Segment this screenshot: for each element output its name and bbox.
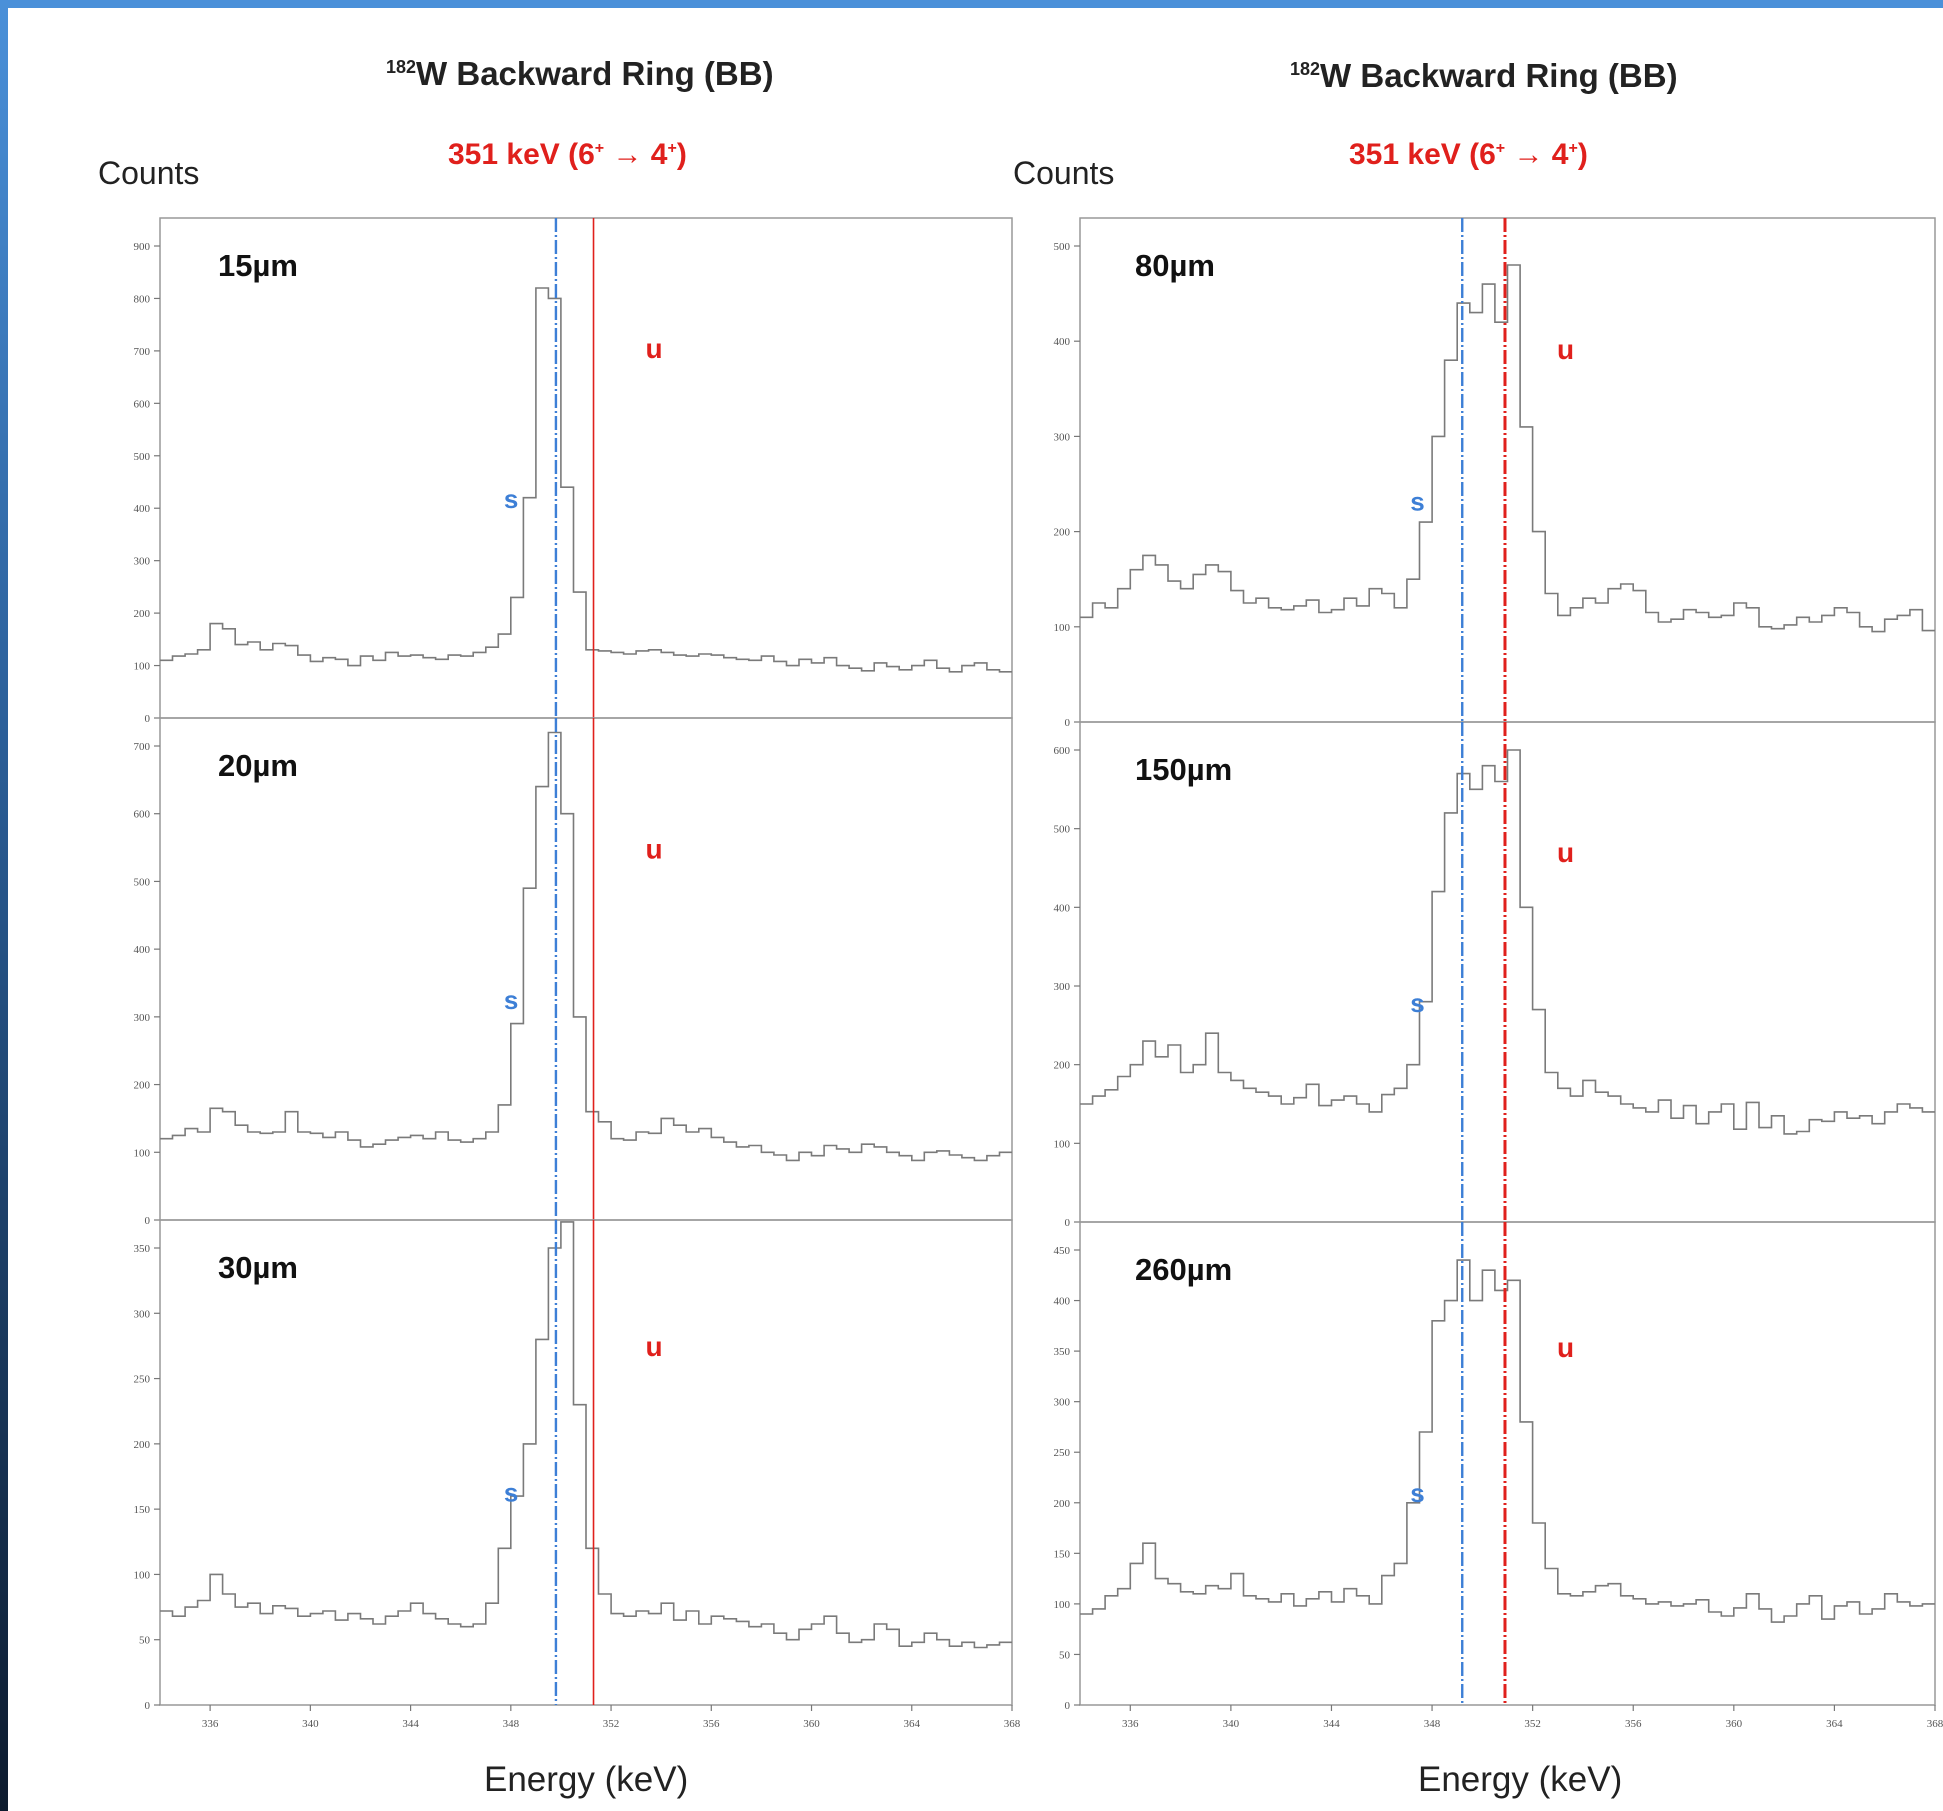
y-tick-label: 400 [1054,1296,1071,1308]
y-tick-label: 0 [1065,1700,1071,1712]
x-tick-label: 348 [1424,1718,1441,1730]
y-tick-label: 200 [1054,527,1071,539]
unshifted-label: u [646,834,663,865]
x-tick-label: 344 [1323,1718,1340,1730]
unshifted-label: u [646,1331,663,1362]
panel-150µm-spectrum [1080,750,1935,1134]
panel-thickness-label: 15µm [218,248,298,283]
y-tick-label: 700 [134,741,151,753]
shifted-label: s [504,985,518,1015]
y-tick-label: 250 [134,1374,151,1386]
y-tick-label: 300 [134,1308,151,1320]
y-tick-label: 250 [1054,1447,1071,1459]
y-tick-label: 900 [134,241,151,253]
y-tick-label: 0 [145,713,151,725]
x-tick-label: 360 [803,1718,820,1730]
x-tick-label: 348 [503,1718,520,1730]
y-tick-label: 300 [134,556,151,568]
panel-thickness-label: 20µm [218,748,298,783]
y-tick-label: 100 [134,1569,151,1581]
y-tick-label: 200 [1054,1060,1071,1072]
y-tick-label: 200 [1054,1498,1071,1510]
y-tick-label: 500 [1054,241,1071,253]
y-tick-label: 200 [134,1080,151,1092]
x-tick-label: 368 [1004,1718,1021,1730]
panel-20µm-spectrum [160,733,1012,1161]
y-tick-label: 300 [134,1012,151,1024]
y-tick-label: 400 [134,944,151,956]
x-tick-label: 364 [1826,1718,1843,1730]
y-tick-label: 450 [1054,1245,1071,1257]
y-tick-label: 800 [134,293,151,305]
x-tick-label: 340 [1223,1718,1240,1730]
y-tick-label: 600 [1054,745,1071,757]
y-tick-label: 200 [134,608,151,620]
panel-20µm-frame [160,718,1012,1220]
shifted-label: s [1410,1478,1424,1508]
y-tick-label: 500 [134,451,151,463]
x-tick-label: 368 [1927,1718,1943,1730]
y-tick-label: 100 [134,661,151,673]
y-tick-label: 400 [1054,902,1071,914]
shifted-label: s [1410,988,1424,1018]
y-tick-label: 400 [1054,336,1071,348]
y-tick-label: 100 [1054,622,1071,634]
x-tick-label: 356 [703,1718,720,1730]
unshifted-label: u [1557,837,1574,868]
panel-thickness-label: 80µm [1135,248,1215,283]
y-tick-label: 100 [1054,1138,1071,1150]
x-tick-label: 344 [402,1718,419,1730]
panel-thickness-label: 260µm [1135,1252,1232,1287]
panel-150µm-frame [1080,722,1935,1222]
x-tick-label: 356 [1625,1718,1642,1730]
panel-thickness-label: 30µm [218,1250,298,1285]
y-tick-label: 350 [134,1243,151,1255]
y-tick-label: 0 [1065,717,1071,729]
panel-15µm-spectrum [160,288,1012,672]
x-tick-label: 340 [302,1718,319,1730]
y-tick-label: 500 [134,876,151,888]
x-tick-label: 352 [603,1718,620,1730]
y-tick-label: 0 [1065,1217,1071,1229]
shifted-label: s [1410,486,1424,516]
y-tick-label: 300 [1054,981,1071,993]
y-tick-label: 600 [134,398,151,410]
x-tick-label: 336 [1122,1718,1139,1730]
y-tick-label: 300 [1054,1397,1071,1409]
y-tick-label: 700 [134,346,151,358]
y-tick-label: 500 [1054,824,1071,836]
x-tick-label: 336 [202,1718,219,1730]
y-tick-label: 150 [134,1504,151,1516]
x-tick-label: 360 [1726,1718,1743,1730]
y-tick-label: 300 [1054,431,1071,443]
y-tick-label: 400 [134,503,151,515]
y-tick-label: 0 [145,1215,151,1227]
panel-260µm-frame [1080,1222,1935,1705]
panel-thickness-label: 150µm [1135,752,1232,787]
x-tick-label: 364 [904,1718,921,1730]
panel-260µm-spectrum [1080,1260,1935,1622]
y-tick-label: 350 [1054,1346,1071,1358]
shifted-label: s [504,1477,518,1507]
y-tick-label: 0 [145,1700,151,1712]
x-tick-label: 352 [1524,1718,1541,1730]
y-tick-label: 150 [1054,1548,1071,1560]
panel-80µm-spectrum [1080,265,1935,632]
unshifted-label: u [646,333,663,364]
y-tick-label: 100 [134,1147,151,1159]
y-tick-label: 50 [139,1635,151,1647]
y-tick-label: 600 [134,809,151,821]
y-tick-label: 100 [1054,1599,1071,1611]
y-tick-label: 200 [134,1439,151,1451]
unshifted-label: u [1557,1332,1574,1363]
y-tick-label: 50 [1059,1649,1071,1661]
shifted-label: s [504,484,518,514]
panel-30µm-spectrum [160,1222,1012,1648]
unshifted-label: u [1557,334,1574,365]
